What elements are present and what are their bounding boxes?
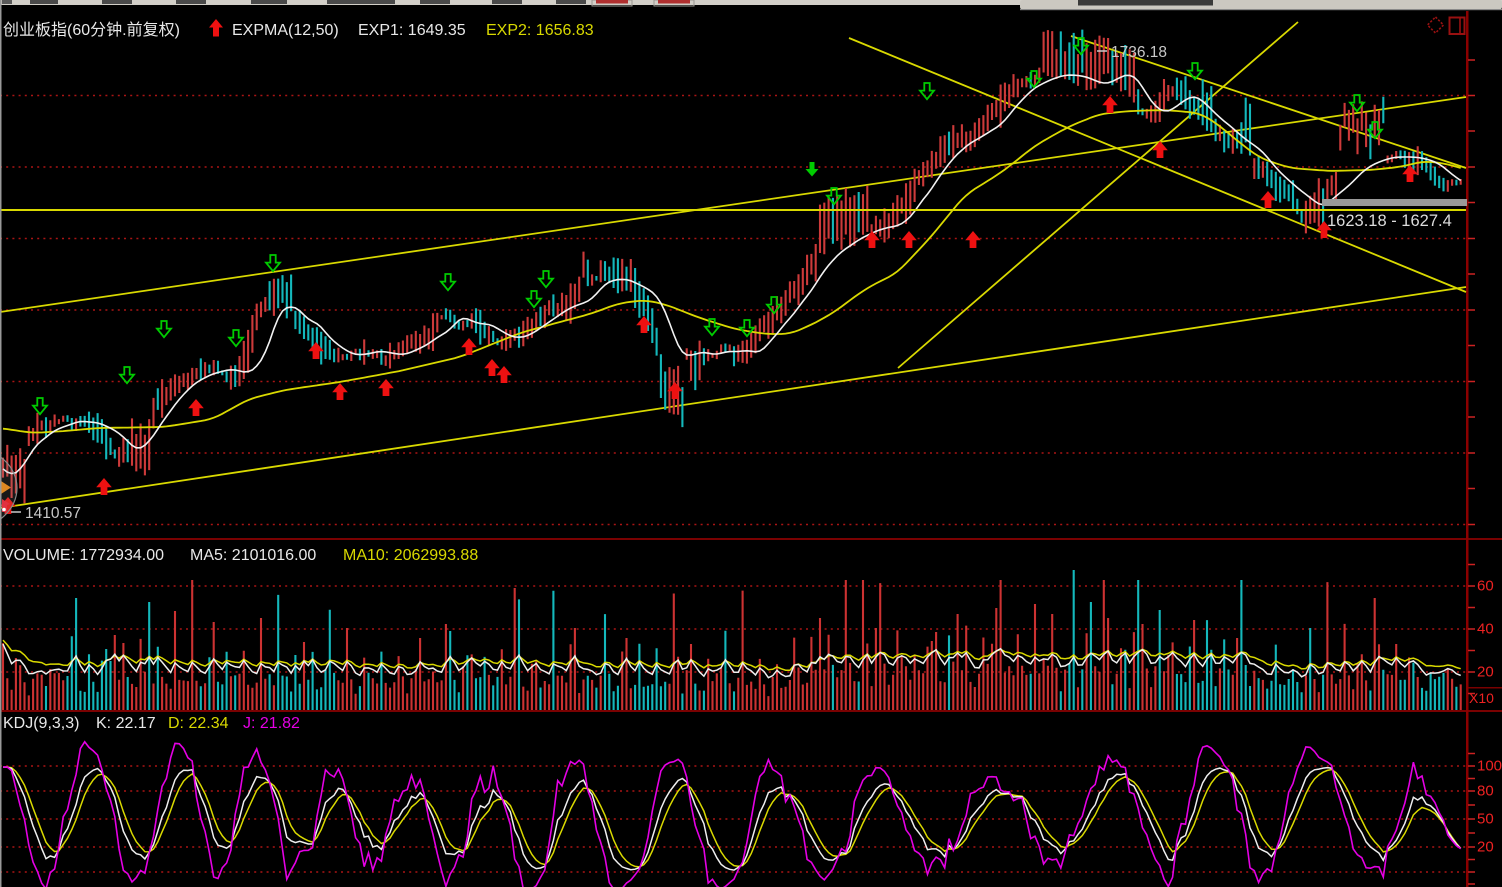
svg-text:1410.57: 1410.57 <box>25 505 81 522</box>
svg-text:20: 20 <box>1477 839 1494 856</box>
svg-text:50: 50 <box>1477 811 1494 828</box>
svg-text:EXP1: 1649.35: EXP1: 1649.35 <box>358 22 466 39</box>
svg-text:MA10: 2062993.88: MA10: 2062993.88 <box>343 547 478 564</box>
svg-text:60: 60 <box>1477 578 1494 595</box>
svg-text:J: 21.82: J: 21.82 <box>243 715 300 732</box>
svg-text:VOLUME: 1772934.00: VOLUME: 1772934.00 <box>3 547 164 564</box>
svg-text:1623.18 - 1627.4: 1623.18 - 1627.4 <box>1327 212 1452 230</box>
svg-text:40: 40 <box>1477 621 1494 638</box>
svg-text:1736.18: 1736.18 <box>1111 44 1167 61</box>
svg-text:K: 22.17: K: 22.17 <box>96 715 156 732</box>
svg-text:80: 80 <box>1477 783 1494 800</box>
svg-text:100: 100 <box>1477 758 1502 775</box>
svg-text:创业板指(60分钟.前复权): 创业板指(60分钟.前复权) <box>3 21 180 39</box>
svg-text:EXP2: 1656.83: EXP2: 1656.83 <box>486 22 594 39</box>
svg-text:X10: X10 <box>1469 690 1494 706</box>
svg-text:D: 22.34: D: 22.34 <box>168 715 229 732</box>
svg-text:KDJ(9,3,3): KDJ(9,3,3) <box>3 715 79 732</box>
svg-text:EXPMA(12,50): EXPMA(12,50) <box>232 22 339 39</box>
svg-text:20: 20 <box>1477 664 1494 681</box>
svg-text:MA5: 2101016.00: MA5: 2101016.00 <box>190 547 316 564</box>
